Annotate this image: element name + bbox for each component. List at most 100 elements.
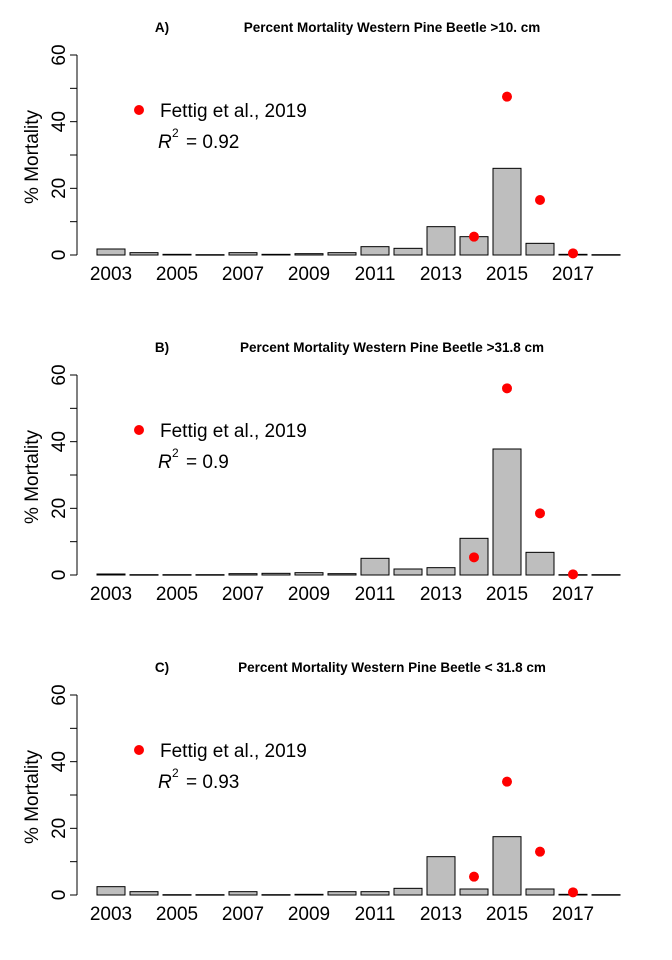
bar-2016 [525,888,555,896]
bar-2007 [228,252,258,256]
x-tick-label: 2003 [90,584,132,605]
x-tick-label: 2007 [222,584,264,605]
bar-2015 [492,448,522,576]
chart-panel-2: B) Percent Mortality Western Pine Beetle … [22,340,621,605]
data-point-2015 [502,776,512,787]
y-tick-label: 0 [49,890,70,901]
y-tick-label: 60 [49,364,70,385]
y-tick-label: 40 [49,431,70,452]
legend-label: Fettig et al., 2019 [160,101,307,122]
y-tick-label: 60 [49,684,70,705]
bar-2012 [393,568,423,576]
data-point-2014 [469,552,479,563]
bar-2014 [459,537,489,576]
bar-2005 [162,894,192,896]
y-axis-label: % Mortality [22,110,43,204]
panel-label: A) [155,20,169,35]
bar-2006 [195,574,225,576]
data-point-2017 [568,887,578,898]
bar-2008 [261,572,291,576]
r2-exponent: 2 [172,126,179,140]
bar-2015 [492,836,522,896]
r2-value: = 0.92 [186,132,239,153]
bar-2011 [360,246,390,256]
y-axis-label: % Mortality [22,430,43,524]
bar-2004 [129,252,159,256]
x-tick-label: 2009 [288,904,330,925]
y-tick-label: 20 [49,498,70,519]
bar-2003 [96,573,126,576]
r2-exponent: 2 [172,766,179,780]
x-tick-label: 2013 [420,584,462,605]
r2-symbol: R [158,452,172,473]
y-axis-label: % Mortality [22,750,43,844]
x-tick-label: 2011 [355,584,396,605]
chart-title: Percent Mortality Western Pine Beetle >3… [240,340,544,355]
bar-2011 [360,557,390,576]
bar-2010 [327,573,357,576]
y-tick-label: 40 [49,751,70,772]
r2-value: = 0.9 [186,452,229,473]
data-point-2017 [568,248,578,259]
bar-2018 [591,574,621,576]
legend-marker [134,105,144,115]
bar-2007 [228,573,258,576]
x-tick-label: 2011 [355,904,396,925]
data-point-2014 [469,231,479,242]
y-tick-label: 40 [49,111,70,132]
data-point-2015 [502,383,512,394]
r2-exponent: 2 [172,446,179,460]
x-tick-label: 2017 [552,264,594,285]
bar-2013 [426,226,456,256]
x-tick-label: 2005 [156,904,198,925]
y-tick-label: 0 [49,250,70,261]
bar-2013 [426,856,456,896]
bar-2018 [591,894,621,896]
data-point-2016 [535,508,545,519]
x-tick-label: 2015 [486,904,528,925]
bar-2010 [327,252,357,256]
legend-label: Fettig et al., 2019 [160,741,307,762]
r2-symbol: R [158,772,172,793]
x-tick-label: 2003 [90,904,132,925]
bar-2005 [162,253,192,256]
chart-panel-1: A) Percent Mortality Western Pine Beetle … [22,20,621,285]
bar-2009 [294,253,324,256]
chart-title: Percent Mortality Western Pine Beetle < … [238,660,546,675]
x-tick-label: 2017 [552,904,594,925]
data-point-2016 [535,846,545,857]
bar-2016 [525,242,555,256]
x-tick-label: 2009 [288,264,330,285]
y-tick-label: 20 [49,178,70,199]
bar-2004 [129,574,159,576]
x-tick-label: 2011 [355,264,396,285]
legend-marker [134,745,144,755]
bar-2010 [327,891,357,896]
chart-panel-3: C) Percent Mortality Western Pine Beetle … [22,660,621,925]
y-tick-label: 20 [49,818,70,839]
legend-marker [134,425,144,435]
bar-2011 [360,891,390,896]
bar-2008 [261,894,291,896]
data-point-2016 [535,195,545,205]
bar-2013 [426,567,456,576]
bar-2003 [96,886,126,896]
bar-2009 [294,572,324,576]
bar-2006 [195,254,225,256]
data-point-2017 [568,569,578,580]
panel-label: C) [155,660,169,675]
bar-2012 [393,887,423,896]
bar-2003 [96,248,126,256]
bar-2005 [162,574,192,576]
x-tick-label: 2007 [222,904,264,925]
x-tick-label: 2005 [156,264,198,285]
x-tick-label: 2017 [552,584,594,605]
x-tick-label: 2009 [288,584,330,605]
bar-2018 [591,254,621,256]
bar-2004 [129,891,159,896]
chart-title: Percent Mortality Western Pine Beetle >1… [244,20,541,35]
r2-symbol: R [158,132,172,153]
x-tick-label: 2007 [222,264,264,285]
panel-label: B) [155,340,169,355]
